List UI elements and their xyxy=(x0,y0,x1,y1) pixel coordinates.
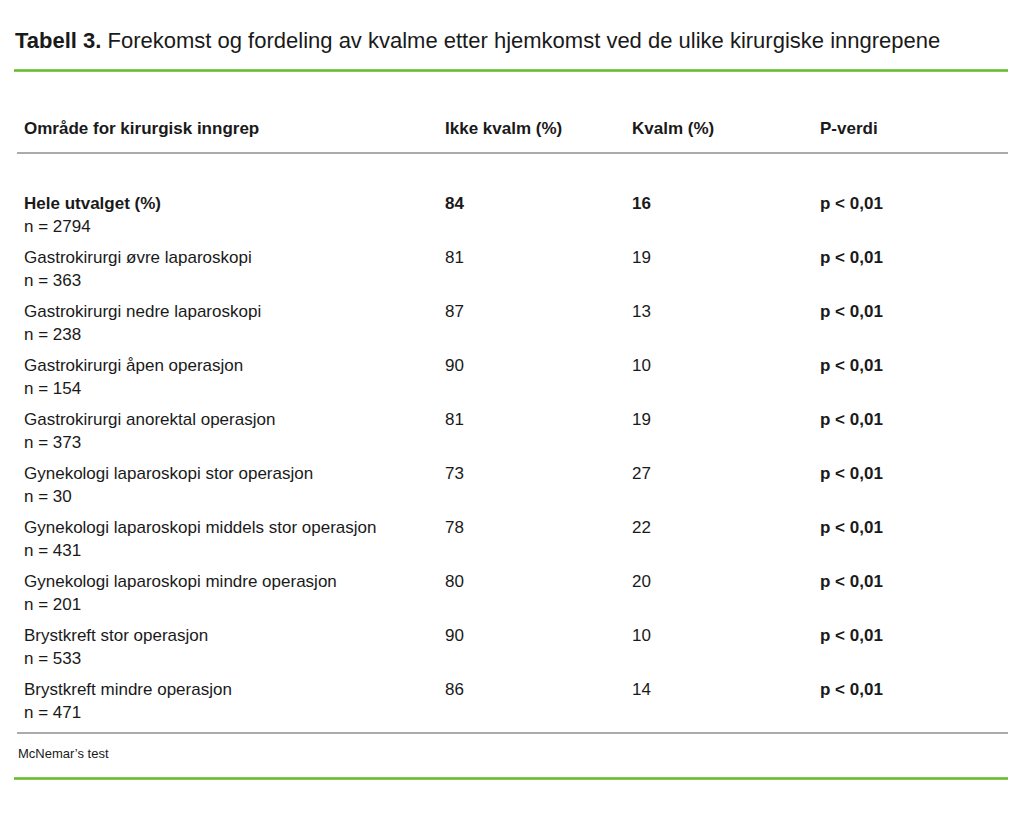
table-row: Gastrokirurgi anorektal operasjon n = 37… xyxy=(24,408,1006,462)
cell-not-nauseous-percent: 80 xyxy=(445,570,632,593)
surgery-area-label: Hele utvalget (%) xyxy=(24,192,445,215)
sample-size-label: n = 373 xyxy=(24,431,445,454)
table-row: Brystkreft stor operasjon n = 533 90 10 … xyxy=(24,624,1006,678)
footer-divider-rule xyxy=(17,732,1008,734)
surgery-area-label: Gastrokirurgi anorektal operasjon xyxy=(24,408,445,431)
cell-surgery-area: Gastrokirurgi nedre laparoskopi n = 238 xyxy=(24,300,445,346)
cell-not-nauseous-percent: 78 xyxy=(445,516,632,539)
table-header-row: Område for kirurgisk inngrep Ikke kvalm … xyxy=(24,119,1006,139)
cell-p-value: p < 0,01 xyxy=(820,624,1006,647)
table-row: Hele utvalget (%) n = 2794 84 16 p < 0,0… xyxy=(24,192,1006,246)
cell-p-value: p < 0,01 xyxy=(820,300,1006,323)
surgery-area-label: Brystkreft stor operasjon xyxy=(24,624,445,647)
cell-p-value: p < 0,01 xyxy=(820,354,1006,377)
cell-surgery-area: Brystkreft mindre operasjon n = 471 xyxy=(24,678,445,724)
cell-surgery-area: Gastrokirurgi øvre laparoskopi n = 363 xyxy=(24,246,445,292)
cell-not-nauseous-percent: 86 xyxy=(445,678,632,701)
column-header-area: Område for kirurgisk inngrep xyxy=(24,119,445,139)
surgery-area-label: Gastrokirurgi åpen operasjon xyxy=(24,354,445,377)
cell-surgery-area: Gynekologi laparoskopi mindre operasjon … xyxy=(24,570,445,616)
cell-not-nauseous-percent: 81 xyxy=(445,246,632,269)
cell-nauseous-percent: 16 xyxy=(632,192,820,215)
cell-surgery-area: Hele utvalget (%) n = 2794 xyxy=(24,192,445,238)
cell-surgery-area: Brystkreft stor operasjon n = 533 xyxy=(24,624,445,670)
table-footnote: McNemar’s test xyxy=(18,746,1024,762)
cell-nauseous-percent: 14 xyxy=(632,678,820,701)
cell-nauseous-percent: 22 xyxy=(632,516,820,539)
table-title-text: Forekomst og fordeling av kvalme etter h… xyxy=(101,28,940,53)
column-header-nauseous: Kvalm (%) xyxy=(632,119,820,139)
surgery-area-label: Gastrokirurgi nedre laparoskopi xyxy=(24,300,445,323)
column-header-not-nauseous: Ikke kvalm (%) xyxy=(445,119,632,139)
sample-size-label: n = 471 xyxy=(24,701,445,724)
cell-nauseous-percent: 19 xyxy=(632,408,820,431)
cell-p-value: p < 0,01 xyxy=(820,408,1006,431)
cell-p-value: p < 0,01 xyxy=(820,516,1006,539)
cell-nauseous-percent: 10 xyxy=(632,354,820,377)
table-row: Gynekologi laparoskopi middels stor oper… xyxy=(24,516,1006,570)
column-header-p-value: P-verdi xyxy=(820,119,1006,139)
table-row: Gynekologi laparoskopi mindre operasjon … xyxy=(24,570,1006,624)
accent-rule-top xyxy=(14,69,1008,72)
cell-nauseous-percent: 20 xyxy=(632,570,820,593)
cell-not-nauseous-percent: 90 xyxy=(445,624,632,647)
table-row: Gastrokirurgi øvre laparoskopi n = 363 8… xyxy=(24,246,1006,300)
sample-size-label: n = 30 xyxy=(24,485,445,508)
cell-nauseous-percent: 19 xyxy=(632,246,820,269)
cell-nauseous-percent: 13 xyxy=(632,300,820,323)
surgery-area-label: Gastrokirurgi øvre laparoskopi xyxy=(24,246,445,269)
cell-nauseous-percent: 27 xyxy=(632,462,820,485)
sample-size-label: n = 431 xyxy=(24,539,445,562)
cell-p-value: p < 0,01 xyxy=(820,192,1006,215)
table-page: Tabell 3. Forekomst og fordeling av kval… xyxy=(0,26,1024,822)
table-body: Hele utvalget (%) n = 2794 84 16 p < 0,0… xyxy=(0,192,1024,732)
table-row: Gynekologi laparoskopi stor operasjon n … xyxy=(24,462,1006,516)
table-title: Tabell 3. Forekomst og fordeling av kval… xyxy=(15,26,1004,56)
table-row: Brystkreft mindre operasjon n = 471 86 1… xyxy=(24,678,1006,732)
cell-not-nauseous-percent: 84 xyxy=(445,192,632,215)
cell-nauseous-percent: 10 xyxy=(632,624,820,647)
cell-surgery-area: Gastrokirurgi åpen operasjon n = 154 xyxy=(24,354,445,400)
cell-not-nauseous-percent: 90 xyxy=(445,354,632,377)
cell-p-value: p < 0,01 xyxy=(820,570,1006,593)
cell-not-nauseous-percent: 73 xyxy=(445,462,632,485)
surgery-area-label: Gynekologi laparoskopi stor operasjon xyxy=(24,462,445,485)
sample-size-label: n = 154 xyxy=(24,377,445,400)
cell-p-value: p < 0,01 xyxy=(820,462,1006,485)
surgery-area-label: Gynekologi laparoskopi mindre operasjon xyxy=(24,570,445,593)
cell-surgery-area: Gynekologi laparoskopi stor operasjon n … xyxy=(24,462,445,508)
cell-surgery-area: Gastrokirurgi anorektal operasjon n = 37… xyxy=(24,408,445,454)
surgery-area-label: Brystkreft mindre operasjon xyxy=(24,678,445,701)
cell-surgery-area: Gynekologi laparoskopi middels stor oper… xyxy=(24,516,445,562)
table-row: Gastrokirurgi åpen operasjon n = 154 90 … xyxy=(24,354,1006,408)
cell-p-value: p < 0,01 xyxy=(820,246,1006,269)
surgery-area-label: Gynekologi laparoskopi middels stor oper… xyxy=(24,516,445,539)
sample-size-label: n = 201 xyxy=(24,593,445,616)
cell-not-nauseous-percent: 81 xyxy=(445,408,632,431)
table-title-label: Tabell 3. xyxy=(15,28,101,53)
cell-not-nauseous-percent: 87 xyxy=(445,300,632,323)
accent-rule-bottom xyxy=(14,777,1008,780)
header-divider-rule xyxy=(17,152,1008,154)
sample-size-label: n = 2794 xyxy=(24,215,445,238)
sample-size-label: n = 363 xyxy=(24,269,445,292)
table-row: Gastrokirurgi nedre laparoskopi n = 238 … xyxy=(24,300,1006,354)
cell-p-value: p < 0,01 xyxy=(820,678,1006,701)
sample-size-label: n = 238 xyxy=(24,323,445,346)
sample-size-label: n = 533 xyxy=(24,647,445,670)
